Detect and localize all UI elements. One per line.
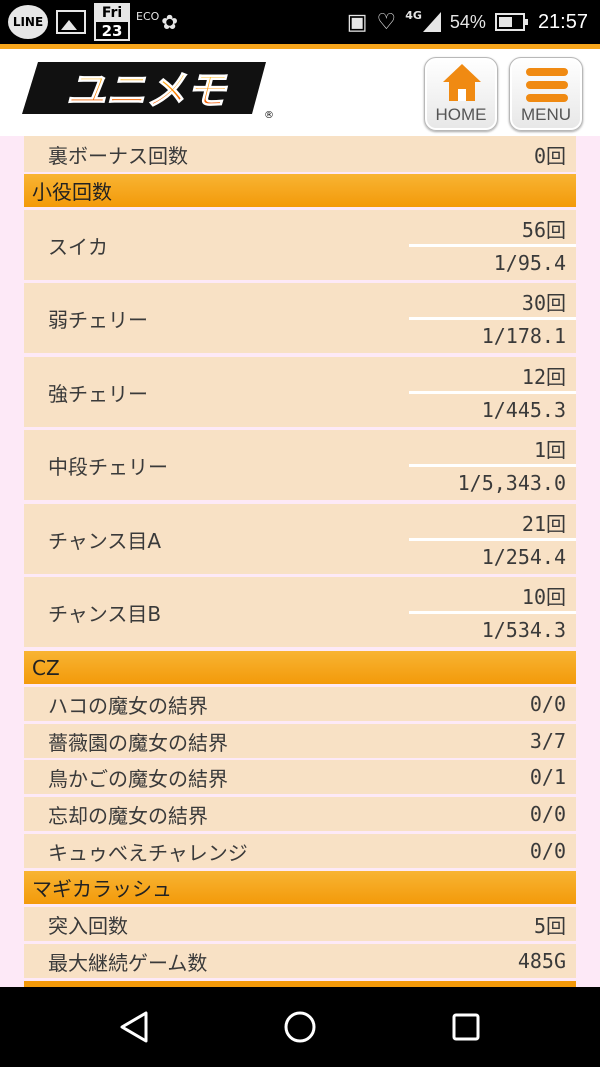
- row-label: チャンス目B: [48, 601, 162, 626]
- section-title: マギカラッシュ: [32, 877, 172, 901]
- row-label: 裏ボーナス回数: [48, 143, 188, 168]
- clock: 21:57: [537, 10, 588, 33]
- leaf-icon: ✿: [161, 10, 179, 34]
- home-button[interactable]: HOME: [424, 57, 498, 131]
- row-count: 12回: [521, 364, 566, 389]
- data-table: 裏ボーナス回数 0回 小役回数 スイカ 56回 1/95.4 弱チェリー 30回…: [24, 136, 576, 987]
- row-label: チャンス目A: [48, 528, 162, 553]
- section-header-cz: CZ: [24, 651, 576, 684]
- recents-square-icon: [452, 1013, 480, 1041]
- status-bar: LINE Fri 23 ECO ✿ ▣ ♡ 4G 54% 21:57: [0, 0, 600, 44]
- section-header-magica-rush: マギカラッシュ: [24, 871, 576, 904]
- row-divider: [409, 317, 576, 320]
- row-label: 鳥かごの魔女の結界: [48, 766, 228, 791]
- row-label: ハコの魔女の結界: [48, 693, 208, 718]
- magica-rush-row: 最大継続ゲーム数 485G: [24, 944, 576, 978]
- row-label: 最大継続ゲーム数: [48, 950, 208, 975]
- unimemo-logo[interactable]: ユニメモ ®: [16, 60, 274, 121]
- row-label: キュゥべえチャレンジ: [48, 840, 248, 865]
- row-label: 薔薇園の魔女の結界: [48, 730, 228, 755]
- section-header-next: [24, 981, 576, 987]
- koyaku-row: チャンス目A 21回 1/254.4: [24, 504, 576, 574]
- row-value: 0回: [533, 143, 566, 168]
- row-probability: 1/95.4: [493, 251, 566, 275]
- row-label: 突入回数: [48, 913, 128, 938]
- row-label: 忘却の魔女の結界: [48, 803, 208, 828]
- row-probability: 1/178.1: [481, 324, 566, 348]
- row-value: 485G: [517, 949, 566, 973]
- row-probability: 1/445.3: [481, 398, 566, 422]
- cz-row: ハコの魔女の結界 0/0: [24, 687, 576, 721]
- back-button[interactable]: [116, 1009, 152, 1045]
- menu-button-label: MENU: [520, 105, 572, 124]
- koyaku-row: 弱チェリー 30回 1/178.1: [24, 283, 576, 353]
- calendar-weekday: Fri: [96, 5, 128, 22]
- calendar-icon: Fri 23: [94, 3, 130, 41]
- row-divider: [409, 611, 576, 614]
- eco-label: ECO: [136, 9, 160, 23]
- logo-graphic: ユニメモ ®: [22, 62, 274, 121]
- vibrate-icon: ▣: [346, 9, 368, 35]
- menu-button[interactable]: MENU: [509, 57, 583, 131]
- koyaku-row: 強チェリー 12回 1/445.3: [24, 357, 576, 427]
- section-header-koyaku: 小役回数: [24, 174, 576, 207]
- ura-bonus-row: 裏ボーナス回数 0回: [24, 136, 576, 172]
- row-probability: 1/254.4: [481, 545, 566, 569]
- row-value: 0/0: [529, 839, 566, 863]
- recents-button[interactable]: [448, 1009, 484, 1045]
- logo-text: ユニメモ: [66, 68, 228, 114]
- battery-percent: 54%: [449, 11, 486, 32]
- cz-row: 鳥かごの魔女の結界 0/1: [24, 760, 576, 794]
- row-count: 30回: [521, 290, 566, 315]
- cz-row: 薔薇園の魔女の結界 3/7: [24, 724, 576, 758]
- row-label: 中段チェリー: [48, 454, 168, 479]
- row-value: 5回: [533, 913, 566, 938]
- row-probability: 1/534.3: [481, 618, 566, 642]
- heart-icon: ♡: [376, 9, 397, 35]
- row-count: 1回: [533, 437, 566, 462]
- row-label: 強チェリー: [48, 381, 148, 406]
- line-app-icon: LINE: [8, 5, 48, 39]
- row-label: 弱チェリー: [48, 307, 148, 332]
- koyaku-row: スイカ 56回 1/95.4: [24, 210, 576, 280]
- home-nav-button[interactable]: [282, 1009, 318, 1045]
- magica-rush-row: 突入回数 5回: [24, 907, 576, 941]
- row-divider: [409, 464, 576, 467]
- row-value: 0/1: [529, 765, 566, 789]
- row-divider: [409, 391, 576, 394]
- home-button-label: HOME: [435, 105, 487, 124]
- row-count: 56回: [521, 217, 566, 242]
- hamburger-icon: [526, 68, 568, 102]
- koyaku-row: チャンス目B 10回 1/534.3: [24, 577, 576, 647]
- koyaku-row: 中段チェリー 1回 1/5,343.0: [24, 430, 576, 500]
- calendar-day: 23: [101, 22, 123, 40]
- row-value: 0/0: [529, 692, 566, 716]
- row-probability: 1/5,343.0: [457, 471, 566, 495]
- row-count: 10回: [521, 584, 566, 609]
- back-triangle-icon: [120, 1011, 148, 1043]
- svg-text:®: ®: [264, 110, 274, 120]
- row-count: 21回: [521, 511, 566, 536]
- network-type-label: 4G: [405, 8, 422, 22]
- system-nav-bar: [0, 987, 600, 1067]
- row-divider: [409, 244, 576, 247]
- cz-row: 忘却の魔女の結界 0/0: [24, 797, 576, 831]
- section-title: CZ: [32, 655, 60, 680]
- gallery-icon: [56, 10, 86, 34]
- row-label: スイカ: [48, 234, 108, 259]
- row-divider: [409, 538, 576, 541]
- row-value: 0/0: [529, 802, 566, 826]
- battery-icon: [494, 13, 528, 31]
- signal-icon: [422, 12, 441, 32]
- house-icon: [443, 64, 481, 104]
- section-title: 小役回数: [32, 180, 112, 204]
- row-value: 3/7: [529, 729, 566, 753]
- cz-row: キュゥべえチャレンジ 0/0: [24, 834, 576, 868]
- site-header: ユニメモ ® HOME MENU: [0, 44, 600, 136]
- home-circle-icon: [284, 1011, 316, 1043]
